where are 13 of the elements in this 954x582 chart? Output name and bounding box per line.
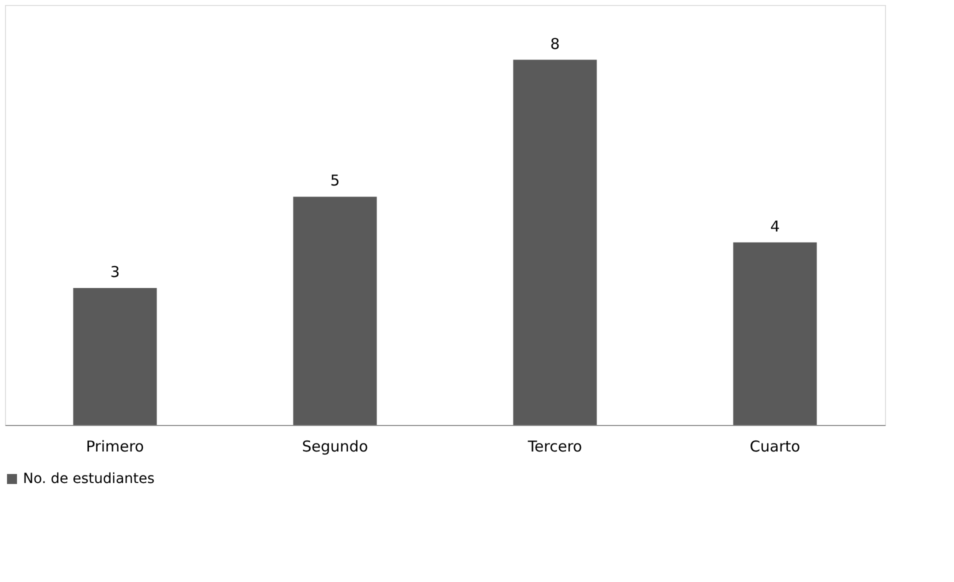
data-label: 8	[550, 34, 560, 53]
x-tick-label: Cuarto	[750, 438, 800, 456]
x-tick-label: Segundo	[302, 438, 368, 456]
x-tick-label: Primero	[86, 438, 144, 456]
data-label: 5	[330, 172, 340, 190]
bar	[733, 242, 817, 425]
bar	[513, 60, 597, 425]
data-label: 4	[770, 217, 780, 236]
data-label: 3	[110, 263, 120, 282]
legend-label: No. de estudiantes	[23, 471, 155, 487]
bar	[73, 288, 157, 425]
bar	[293, 196, 377, 425]
x-tick-label: Tercero	[526, 438, 582, 456]
